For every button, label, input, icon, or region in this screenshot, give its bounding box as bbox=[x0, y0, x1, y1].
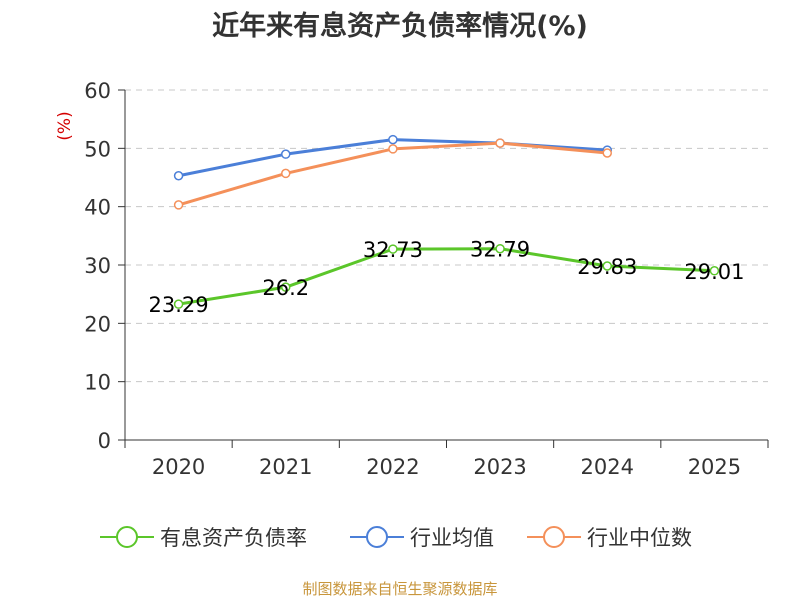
data-label-2024: 29.83 bbox=[577, 255, 637, 279]
data-point-s0-2024 bbox=[602, 261, 612, 271]
y-tick-label-0: 0 bbox=[98, 429, 111, 453]
y-tick-label-20: 20 bbox=[84, 312, 111, 336]
y-tick-label-10: 10 bbox=[84, 371, 111, 395]
data-point-s2-2020 bbox=[173, 200, 184, 210]
data-point-s1-2021 bbox=[281, 149, 291, 159]
data-point-s1-2020 bbox=[173, 171, 184, 181]
y-tick-label-30: 30 bbox=[84, 254, 111, 278]
data-label-2025: 29.01 bbox=[684, 260, 744, 284]
data-label-2021: 26.2 bbox=[262, 276, 309, 300]
data-point-s0-2022 bbox=[388, 244, 398, 254]
y-tick-label-40: 40 bbox=[84, 196, 111, 220]
data-label-2020: 23.29 bbox=[149, 293, 209, 317]
legend-label-0: 有息资产负债率 bbox=[160, 526, 307, 550]
data-point-s0-2023 bbox=[495, 243, 505, 254]
data-point-s1-2022 bbox=[388, 134, 398, 145]
x-tick-label-2020: 2020 bbox=[152, 455, 205, 479]
chart-title: 近年来有息资产负债率情况(%) bbox=[212, 11, 588, 42]
y-tick-label-60: 60 bbox=[84, 79, 111, 103]
y-tick-label-50: 50 bbox=[84, 137, 111, 161]
data-point-s2-2023 bbox=[495, 138, 505, 148]
x-tick-label-2022: 2022 bbox=[366, 455, 419, 479]
data-label-2023: 32.79 bbox=[470, 238, 530, 262]
legend-label-2: 行业中位数 bbox=[587, 526, 692, 550]
data-label-2022: 32.73 bbox=[363, 238, 423, 262]
data-point-s2-2021 bbox=[281, 168, 291, 179]
series-line-0 bbox=[178, 247, 715, 306]
data-point-s2-2024 bbox=[602, 148, 612, 158]
x-tick-label-2023: 2023 bbox=[473, 455, 526, 479]
x-tick-label-2021: 2021 bbox=[259, 455, 312, 479]
data-point-s0-2021 bbox=[281, 282, 291, 292]
data-point-s0-2025 bbox=[709, 266, 720, 276]
data-point-s0-2020 bbox=[173, 299, 184, 309]
legend-marker-0 bbox=[116, 526, 138, 548]
x-tick-label-2024: 2024 bbox=[581, 455, 634, 479]
source-footer: 制图数据来自恒生聚源数据库 bbox=[302, 580, 498, 598]
data-point-s2-2022 bbox=[388, 144, 398, 154]
legend-label-1: 行业均值 bbox=[410, 526, 494, 550]
y-axis-label: (%) bbox=[55, 111, 75, 140]
legend-marker-2 bbox=[543, 526, 565, 548]
x-tick-label-2025: 2025 bbox=[688, 455, 741, 479]
legend-marker-1 bbox=[366, 526, 388, 548]
